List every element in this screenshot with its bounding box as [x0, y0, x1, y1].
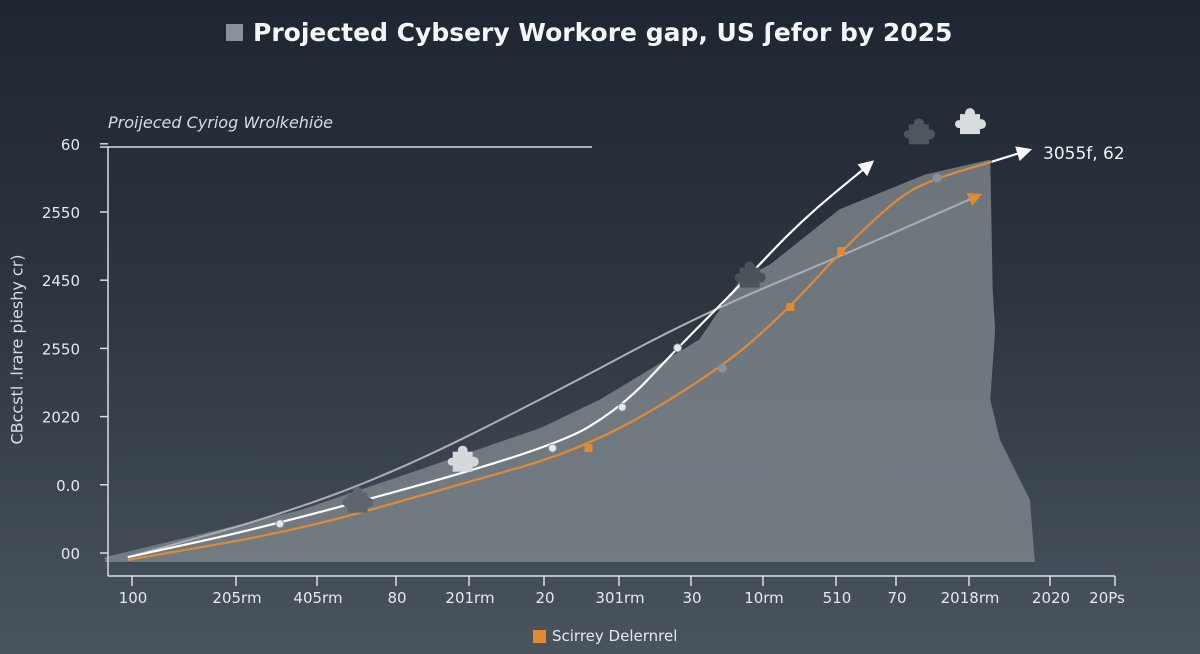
series-line-orange [127, 160, 993, 562]
legend-label: Scirrey Delernrel [552, 627, 678, 645]
x-tick-label: 100 [119, 589, 148, 607]
x-tick-label: 70 [887, 589, 906, 607]
puzzle-piece-icon [447, 445, 479, 472]
orange-marker [786, 302, 795, 311]
x-tick-label: 405rm [293, 589, 342, 607]
legend-swatch [533, 629, 546, 643]
puzzle-piece-icon [955, 108, 986, 135]
annotation-label: 3055f, 62 [1043, 144, 1125, 164]
chart-subtitle: Proijeced Cyriog Wrolkehiöe [108, 113, 334, 132]
series-line-gray [127, 193, 983, 559]
x-tick-label: 205rm [212, 589, 261, 607]
gray-marker [717, 363, 727, 373]
orange-marker [584, 444, 593, 453]
y-tick-label: 2550 [42, 204, 80, 222]
orange-marker [837, 247, 846, 256]
y-tick-label: 60 [61, 136, 80, 154]
white-marker [275, 519, 285, 529]
puzzle-piece-icon [734, 261, 766, 288]
x-tick-label: 2018rm [941, 589, 1000, 607]
legend: Scirrey Delernrel [533, 627, 677, 645]
x-tick-label: 20Ps [1089, 589, 1125, 607]
x-tick-label: 2020 [1032, 589, 1070, 607]
x-tick-label: 301rm [595, 589, 644, 607]
y-tick-label: 0.0 [56, 477, 80, 495]
title-square-icon [226, 24, 243, 41]
white-marker [673, 343, 683, 353]
x-tick-label: 80 [387, 589, 406, 607]
chart-title-text: Projected Cybsery Workore gap, US ʃefor … [253, 18, 953, 47]
area-fill [104, 159, 1035, 562]
y-tick-label: 00 [61, 545, 80, 563]
x-tick-label: 510 [823, 589, 852, 607]
series-line-white [127, 160, 875, 559]
x-tick-label: 10rm [744, 589, 784, 607]
x-tick-label: 30 [682, 589, 701, 607]
puzzle-piece-icon [903, 118, 935, 145]
x-tick-label: 201rm [445, 589, 494, 607]
gray-marker [932, 173, 942, 183]
y-tick-label: 2550 [42, 340, 80, 358]
puzzle-piece-icon [342, 486, 374, 513]
chart-title: Projected Cybsery Workore gap, US ʃefor … [226, 18, 952, 47]
y-tick-label: 2020 [42, 409, 80, 427]
white-marker [617, 402, 627, 412]
series-line-orange-tail [991, 146, 1033, 163]
x-tick-label: 20 [535, 589, 554, 607]
white-marker [548, 443, 557, 453]
y-tick-label: 2450 [42, 272, 80, 290]
